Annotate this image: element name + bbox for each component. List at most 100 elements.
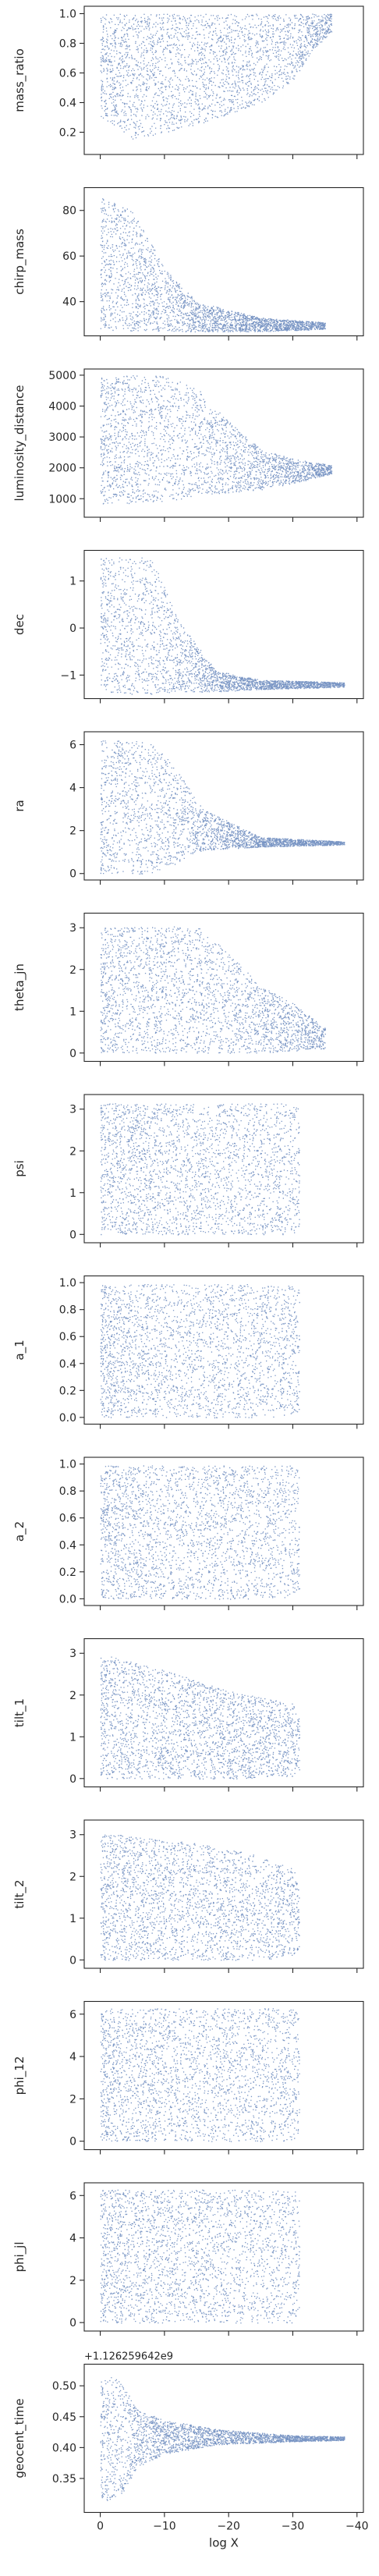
scatter-points [100, 1656, 300, 1780]
scatter-points [100, 740, 345, 875]
y-offset-label: +1.126259642e9 [84, 2351, 173, 2363]
panel-a_1: 0.0 0.2 0.4 0.6 0.8 1.0 a_1 [12, 1275, 364, 1429]
y-axis-label: phi_12 [12, 2056, 27, 2095]
panel-tilt_1: 0 1 2 3 tilt_1 [12, 1637, 364, 1792]
x-tick-label: −40 [345, 2521, 369, 2533]
y-tick-label: 0 [69, 1773, 76, 1786]
y-axis-label: phi_jl [12, 2241, 27, 2272]
scatter-points [100, 1103, 300, 1236]
y-tick-label: 0.4 [59, 1358, 76, 1371]
panel-theta_jn: 0 1 2 3 theta_jn [12, 912, 364, 1066]
y-tick-label: 0 [69, 868, 76, 881]
plot-frame [83, 2182, 364, 2332]
y-tick-label: 3000 [48, 431, 76, 444]
y-tick-label: 3 [69, 1829, 76, 1842]
point-cloud [100, 926, 326, 1054]
y-tick-label: 4 [69, 2051, 76, 2063]
scatter-points [100, 375, 333, 505]
y-tick-label: 2 [69, 2275, 76, 2287]
scatter-points [100, 2189, 300, 2324]
scatter-points [100, 2008, 300, 2142]
y-axis-label: theta_jn [12, 963, 27, 1011]
y-tick-label: 80 [62, 205, 76, 218]
x-tick-label: −30 [282, 2521, 305, 2533]
y-tick-label: 0.6 [59, 1513, 76, 1525]
y-tick-label: 60 [62, 250, 76, 263]
y-tick-label: 4000 [48, 401, 76, 413]
y-tick-label: 3 [69, 922, 76, 935]
panel-phi_jl: 0 2 4 6 phi_jl [12, 2182, 364, 2336]
point-cloud [100, 2189, 300, 2324]
scatter-points [100, 13, 333, 140]
y-tick-label: 2 [69, 964, 76, 977]
y-tick-label: 0.4 [59, 98, 76, 110]
point-cloud [100, 740, 345, 875]
y-tick-label: 0 [69, 2317, 76, 2329]
scatter-points [100, 926, 326, 1054]
y-tick-label: 5000 [48, 370, 76, 382]
x-tick-label: 0 [97, 2521, 104, 2533]
scatter-points [100, 2377, 345, 2501]
scatter-points [100, 198, 326, 332]
y-axis-label: chirp_mass [12, 229, 27, 295]
y-tick-label: 1 [69, 1913, 76, 1925]
y-tick-label: 0 [69, 623, 76, 635]
y-tick-label: 1.0 [59, 1277, 76, 1290]
scatter-points [100, 1284, 300, 1419]
y-tick-label: 1 [69, 576, 76, 588]
y-tick-label: 0.35 [52, 2473, 76, 2486]
y-tick-label: 1.0 [59, 9, 76, 21]
y-tick-label: 0 [69, 1954, 76, 1967]
y-axis-label: ra [12, 800, 27, 811]
scatter-points [100, 557, 345, 695]
y-tick-label: 0 [69, 1048, 76, 1060]
y-tick-label: 2000 [48, 463, 76, 475]
panel-mass_ratio: 0.2 0.4 0.6 0.8 1.0 mass_ratio [12, 5, 364, 159]
y-tick-label: 2 [69, 2093, 76, 2106]
panel-luminosity_distance: 1000 2000 3000 4000 5000 luminosity_distance [12, 368, 364, 522]
point-cloud [100, 1834, 300, 1961]
point-cloud [100, 557, 345, 695]
y-tick-label: 4 [69, 782, 76, 795]
y-tick-label: 0.8 [59, 1304, 76, 1317]
plot-frame [83, 1094, 364, 1244]
y-tick-label: 6 [69, 740, 76, 752]
y-tick-label: 40 [62, 296, 76, 309]
y-axis-label: tilt_1 [12, 1698, 27, 1727]
y-tick-label: 2 [69, 825, 76, 838]
y-tick-label: 2 [69, 1145, 76, 1158]
plot-frame [83, 1275, 364, 1425]
panel-psi: 0 1 2 3 psi [12, 1094, 364, 1247]
plot-frame [83, 186, 364, 337]
y-tick-label: 1 [69, 1187, 76, 1200]
y-tick-label: 1000 [48, 493, 76, 506]
y-axis-label: luminosity_distance [12, 385, 27, 502]
scatter-points [100, 1465, 300, 1600]
y-axis-label: dec [12, 614, 27, 635]
panel-chirp_mass: 40 60 80 chirp_mass [12, 186, 364, 341]
plot-frame [83, 2363, 364, 2514]
y-tick-label: 0.8 [59, 1485, 76, 1498]
point-cloud [100, 1284, 300, 1419]
y-tick-label: 0 [69, 1229, 76, 1241]
y-tick-label: 0.2 [59, 127, 76, 140]
y-tick-label: 1 [69, 1731, 76, 1744]
y-tick-label: 0.50 [52, 2380, 76, 2393]
y-tick-label: 3 [69, 1104, 76, 1116]
x-axis-label: log X [209, 2536, 239, 2550]
panel-geocent_time: 0.35 0.40 0.45 0.50 geocent_time +1.126259642… [12, 2351, 369, 2533]
y-tick-label: 0.2 [59, 1385, 76, 1397]
y-tick-label: 0.6 [59, 1331, 76, 1343]
point-cloud [100, 198, 326, 332]
y-tick-label: 3 [69, 1648, 76, 1660]
point-cloud [100, 1103, 300, 1236]
y-tick-label: 0.8 [59, 38, 76, 51]
point-cloud [100, 2008, 300, 2142]
plot-frame [83, 2000, 364, 2151]
y-tick-label: 2 [69, 1690, 76, 1702]
plot-frame [83, 1819, 364, 1969]
point-cloud [100, 1656, 300, 1780]
plot-frame [83, 5, 364, 155]
point-cloud [100, 2377, 345, 2501]
y-axis-label: a_2 [12, 1521, 27, 1542]
